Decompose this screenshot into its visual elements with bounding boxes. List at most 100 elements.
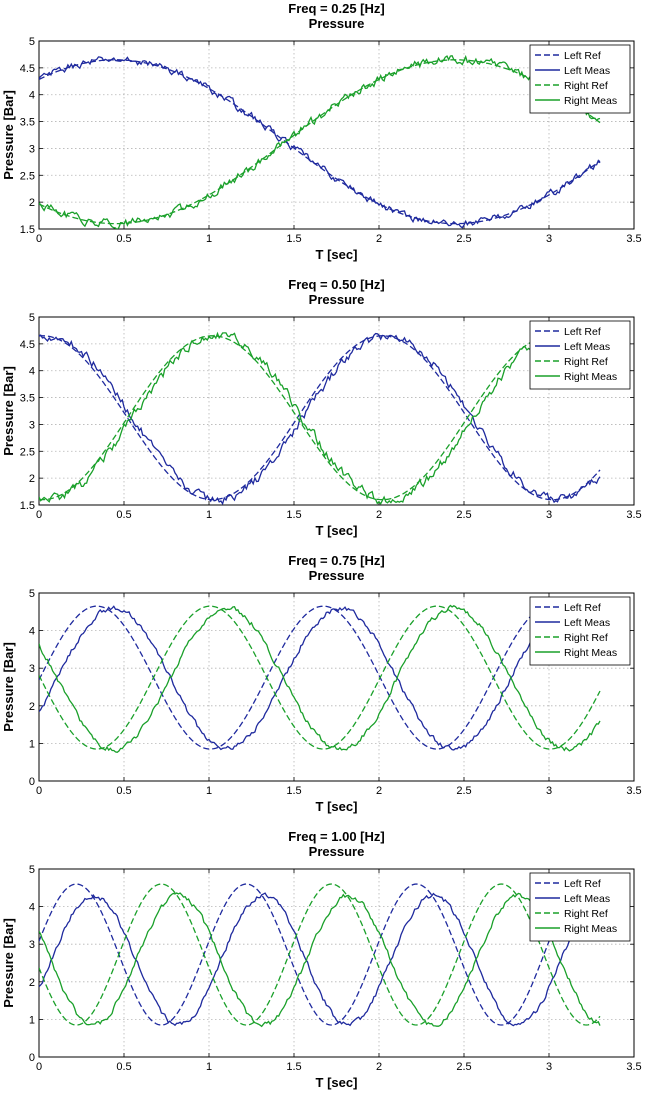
y-tick-label: 3 [29,143,35,155]
x-tick-label: 2.5 [456,509,471,521]
legend: Left Ref Left Meas Right Ref Right Meas [529,872,631,942]
legend-label: Left Ref [564,326,601,338]
series-line-left-ref [39,605,601,750]
x-tick-label: 3 [546,233,552,245]
y-tick-label: 4 [29,626,35,638]
axes-frame [38,40,635,230]
y-tick-label: 2.5 [20,170,35,182]
x-tick-label: 2 [376,1061,382,1073]
chart-title: Freq = 0.25 [Hz] [288,1,384,16]
x-axis-label: T [sec] [316,1075,358,1090]
y-tick-label: 1.5 [20,224,35,236]
x-tick-label: 3.5 [626,1061,641,1073]
y-tick-label: 4.5 [20,339,35,351]
chart-svg: Freq = 1.00 [Hz]Pressure 0 0.5 1 1.5 2 2.5 3 3.5… [1,829,642,1090]
legend-label: Left Ref [564,878,601,890]
x-tick-label: 0.5 [116,1061,131,1073]
y-tick-label: 1 [29,738,35,750]
y-tick-label: 2 [29,473,35,485]
legend: Left Ref Left Meas Right Ref Right Meas [529,320,631,390]
series-line-right-ref [39,335,601,501]
x-axis-label: T [sec] [316,523,358,538]
y-tick-label: 4 [29,90,35,102]
chart-panel-4: Freq = 1.00 [Hz] Pressure 0 0.5 1 1.5 2 2.5 3 3.5… [0,828,648,1104]
legend-label: Left Ref [564,50,601,62]
series-line-right-meas [39,892,601,1028]
x-axis-label: T [sec] [316,247,358,262]
legend-label: Left Meas [564,65,610,77]
y-tick-label: 5 [29,312,35,324]
y-tick-label: 0 [29,1052,35,1064]
y-tick-label: 1.5 [20,500,35,512]
legend-label: Right Meas [564,95,617,107]
chart-panel-3: Freq = 0.75 [Hz] Pressure 0 0.5 1 1.5 2 2.5 3 3.5… [0,552,648,828]
series-line-left-ref [39,883,601,1026]
legend-label: Left Meas [564,617,610,629]
y-tick-label: 2 [29,197,35,209]
legend-box [529,320,631,390]
y-axis-label: Pressure [Bar] [1,90,16,180]
x-tick-label: 2 [376,233,382,245]
axes-frame [38,868,635,1058]
legend-label: Left Meas [564,893,610,905]
series-line-left-meas [39,605,601,751]
y-axis-label: Pressure [Bar] [1,642,16,732]
y-axis-label: Pressure [Bar] [1,366,16,456]
series-line-right-meas [39,604,601,754]
chart-panel-1: Freq = 0.25 [Hz] Pressure 0 0.5 1 1.5 2 2.5 3 3.5… [0,0,648,276]
y-tick-label: 1 [29,1014,35,1026]
legend-box [529,44,631,114]
x-tick-label: 1 [206,785,212,797]
legend: Left Ref Left Meas Right Ref Right Meas [529,596,631,666]
axes-frame [38,316,635,506]
y-tick-label: 3 [29,419,35,431]
chart-title: Freq = 0.75 [Hz] [288,553,384,568]
y-tick-label: 2 [29,701,35,713]
x-tick-label: 0 [36,1061,42,1073]
legend-box [529,596,631,666]
y-tick-label: 0 [29,776,35,788]
x-tick-label: 1.5 [286,233,301,245]
series-line-right-ref [39,883,601,1026]
y-tick-label: 4.5 [20,63,35,75]
legend-label: Left Ref [564,602,601,614]
chart-svg: Freq = 0.25 [Hz]Pressure 0 0.5 1 1.5 2 2.5 3 3.5… [1,1,642,262]
series-line-left-meas [39,332,601,505]
y-tick-label: 5 [29,588,35,600]
x-tick-label: 1 [206,509,212,521]
series-line-right-ref [39,605,601,750]
chart-title: Freq = 1.00 [Hz] [288,829,384,844]
legend-label: Right Meas [564,371,617,383]
x-tick-label: 1 [206,233,212,245]
chart-title: Freq = 0.50 [Hz] [288,277,384,292]
axes-frame [38,592,635,782]
x-tick-label: 0 [36,233,42,245]
x-tick-label: 2 [376,785,382,797]
chart-subtitle: Pressure [309,292,365,307]
legend-label: Right Ref [564,80,608,92]
y-tick-label: 3.5 [20,393,35,405]
y-tick-label: 2 [29,977,35,989]
y-tick-label: 3 [29,939,35,951]
y-tick-label: 4 [29,366,35,378]
x-tick-label: 2.5 [456,785,471,797]
x-tick-label: 2.5 [456,233,471,245]
legend-label: Right Ref [564,356,608,368]
x-tick-label: 0.5 [116,785,131,797]
series-line-left-meas [39,892,601,1027]
y-tick-label: 2.5 [20,446,35,458]
x-tick-label: 3 [546,785,552,797]
chart-subtitle: Pressure [309,568,365,583]
legend-box [529,872,631,942]
series-line-right-meas [39,331,601,505]
x-tick-label: 1 [206,1061,212,1073]
y-tick-label: 5 [29,864,35,876]
y-tick-label: 4 [29,902,35,914]
x-tick-label: 2 [376,509,382,521]
legend-label: Right Meas [564,923,617,935]
series-line-left-ref [39,335,601,501]
x-tick-label: 0.5 [116,233,131,245]
legend-label: Left Meas [564,341,610,353]
x-axis-label: T [sec] [316,799,358,814]
y-axis-label: Pressure [Bar] [1,918,16,1008]
